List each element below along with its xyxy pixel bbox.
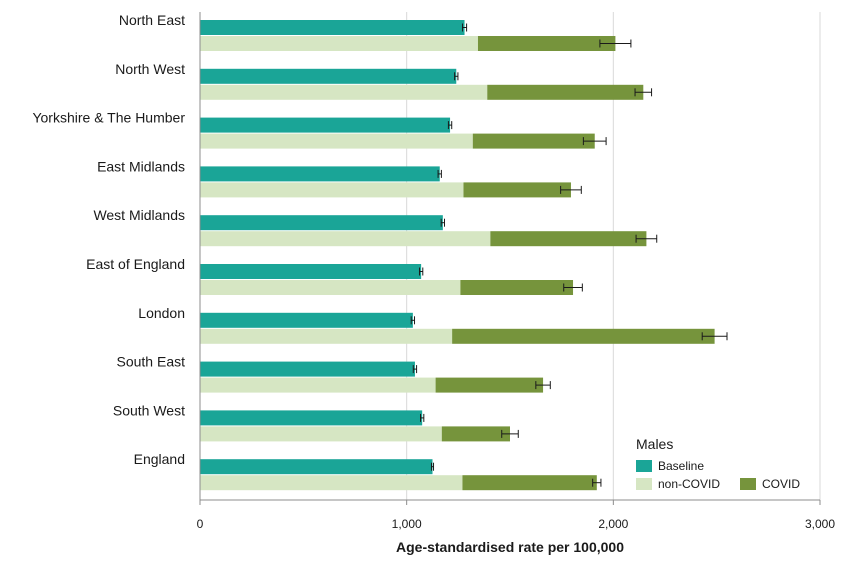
bar-baseline [200, 68, 457, 84]
bar-covid [460, 280, 574, 295]
bar-non-covid [200, 231, 491, 247]
bar-covid [487, 84, 644, 100]
bar-non-covid [200, 280, 461, 295]
legend-item-non-covid-label: non-COVID [658, 477, 720, 491]
bar-covid [435, 377, 544, 393]
bar-baseline [200, 361, 415, 377]
bar-covid [477, 36, 616, 51]
category-label: South West [113, 402, 185, 418]
bar-baseline [200, 117, 451, 133]
legend-item-covid-label: COVID [762, 477, 800, 491]
bar-baseline [200, 166, 440, 182]
bar-baseline [200, 20, 465, 35]
legend-item-covid-swatch [740, 478, 756, 490]
bar-covid [472, 133, 595, 149]
bar-covid [452, 328, 715, 344]
category-label: East of England [86, 256, 185, 272]
bar-baseline [200, 459, 433, 475]
bar-baseline [200, 264, 422, 279]
legend-item-baseline-swatch [636, 460, 652, 472]
legend-item-baseline-label: Baseline [658, 459, 704, 473]
legend-title: Males [636, 436, 673, 452]
error-bars [410, 23, 728, 487]
category-labels: North East North West Yorkshire & The Humb… [32, 12, 185, 467]
bar-non-covid [200, 182, 464, 198]
bar-covid [441, 426, 510, 442]
bar-covid [490, 231, 647, 247]
bar-covid [463, 182, 571, 198]
bar-baseline [200, 410, 423, 426]
bar-baseline [200, 215, 443, 231]
bar-non-covid [200, 377, 436, 393]
bar-covid [462, 475, 597, 491]
category-label: West Midlands [93, 207, 185, 223]
bars [200, 20, 715, 491]
bar-non-covid [200, 84, 488, 100]
bar-non-covid [200, 475, 463, 491]
x-tick-label: 2,000 [598, 517, 628, 531]
category-label: South East [117, 354, 186, 370]
axes: 0 1,000 2,000 3,000 [197, 12, 835, 531]
bar-non-covid [200, 133, 473, 149]
category-label: London [138, 305, 185, 321]
x-tick-label: 0 [197, 517, 204, 531]
category-label: North East [119, 12, 185, 28]
category-label: England [134, 451, 185, 467]
x-axis-title: Age-standardised rate per 100,000 [396, 539, 624, 555]
x-tick-label: 3,000 [805, 517, 835, 531]
x-tick-label: 1,000 [392, 517, 422, 531]
bar-non-covid [200, 328, 453, 344]
bar-non-covid [200, 36, 478, 51]
category-label: North West [115, 61, 185, 77]
category-label: East Midlands [97, 158, 185, 174]
bar-baseline [200, 312, 413, 328]
category-label: Yorkshire & The Humber [32, 110, 185, 126]
bar-non-covid [200, 426, 442, 442]
legend: Males Baseline non-COVID COVID [636, 436, 800, 491]
legend-item-non-covid-swatch [636, 478, 652, 490]
